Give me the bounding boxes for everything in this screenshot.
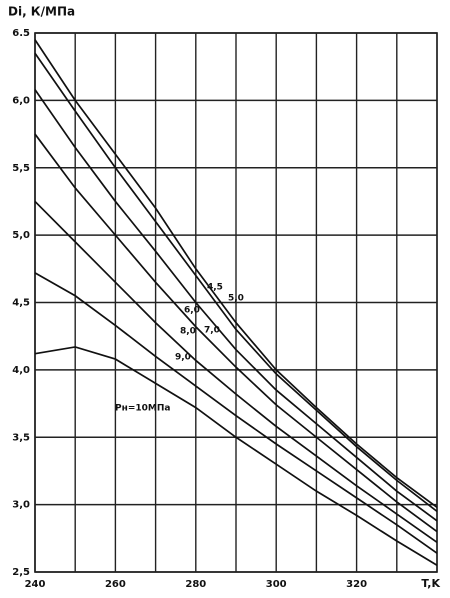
y-tick-label: 4,5 <box>12 298 30 309</box>
y-tick-label: 2,5 <box>12 567 30 578</box>
curve-label: 4,5 <box>207 283 223 293</box>
curve-label: 6,0 <box>184 306 200 316</box>
curve <box>34 346 438 566</box>
curve <box>34 39 438 509</box>
y-tick-label: 4,0 <box>12 365 30 376</box>
curve-label: 8,0 <box>180 327 196 337</box>
x-tick-label: 300 <box>266 579 287 590</box>
curve <box>34 200 438 544</box>
x-tick-label: 240 <box>25 579 46 590</box>
curve-label: Pн=10МПа <box>115 404 170 414</box>
y-tick-label: 3,0 <box>12 500 30 511</box>
curve <box>34 133 438 533</box>
curve <box>34 89 438 522</box>
curve-label: 9,0 <box>175 353 191 363</box>
x-tick-label: 260 <box>105 579 126 590</box>
y-tick-label: 6,0 <box>12 95 30 106</box>
y-tick-label: 6.5 <box>12 28 30 39</box>
curve <box>34 52 438 513</box>
curve-label: 7,0 <box>204 326 220 336</box>
y-tick-label: 5,0 <box>12 230 30 241</box>
chart-title: Di, К/МПа <box>8 5 75 19</box>
x-tick-label: 280 <box>185 579 206 590</box>
curve-label: 5,0 <box>228 294 244 304</box>
y-tick-label: 5,5 <box>12 163 30 174</box>
x-tick-label: 320 <box>346 579 367 590</box>
x-axis-label: T,K <box>421 577 440 590</box>
curve <box>34 272 438 554</box>
y-tick-label: 3,5 <box>12 432 30 443</box>
